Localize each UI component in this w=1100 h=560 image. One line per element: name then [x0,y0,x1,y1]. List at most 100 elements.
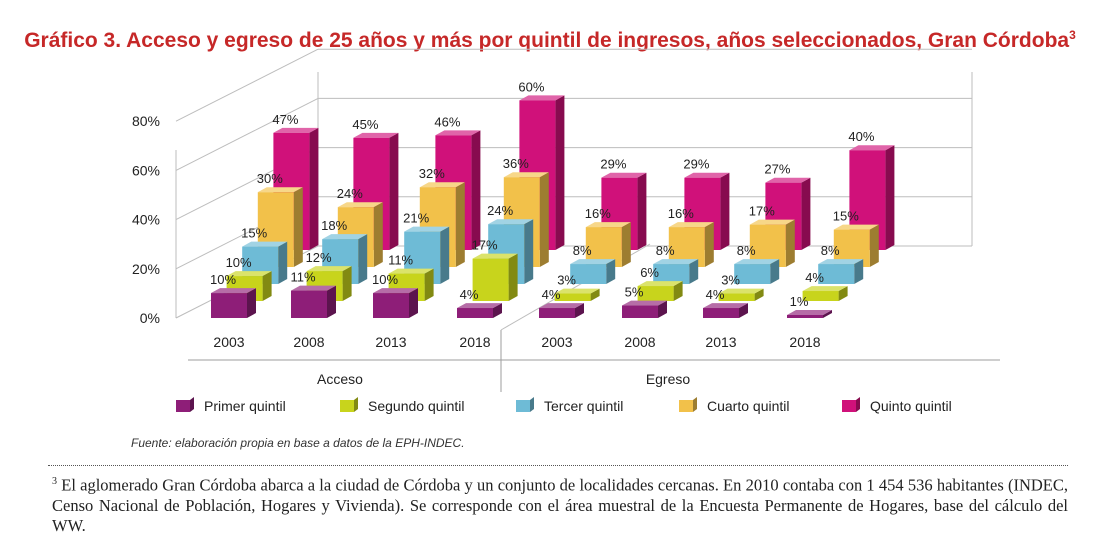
bar-top [703,303,748,309]
bar [718,293,755,301]
bar [787,315,823,318]
bar-side [606,259,616,284]
legend-swatch-side [693,397,697,412]
bar-top [291,285,336,291]
data-label: 16% [668,206,694,221]
data-label: 36% [503,156,529,171]
legend-swatch [340,400,354,412]
data-label: 10% [226,255,252,270]
bar-side [555,95,565,250]
bar-top [306,266,352,272]
data-label: 29% [600,157,626,172]
bar-side [309,127,319,250]
data-label: 3% [721,273,740,288]
bar-side [885,145,895,250]
bar-side [493,303,502,318]
bar-top [373,288,418,294]
bar [291,290,327,318]
data-label: 18% [321,218,347,233]
bar-side [424,268,434,301]
bar-side [278,241,288,284]
bar-side [689,259,699,284]
bar-side [869,224,879,267]
bar-top [570,259,616,265]
data-label: 4% [706,287,725,302]
bar-side [389,132,399,250]
bar-top [353,132,399,138]
legend-swatch-side [856,397,860,412]
bar-side [409,288,418,318]
data-label: 10% [210,272,236,287]
bar-top [554,288,600,294]
x-tick-label: 2008 [293,334,324,350]
bar-chart: 0% 20% 40% 60% 80% 47% 45% 46% 60% 29% 29% 27% 40% 30… [132,48,1000,414]
legend-swatch-side [354,397,358,412]
data-label: 4% [805,270,824,285]
bar-top [273,127,319,133]
bar-top [257,187,303,193]
bar-side [621,222,631,267]
data-label: 30% [257,171,283,186]
legend-swatch [842,400,856,412]
data-label: 11% [290,270,315,285]
bar-top [601,172,647,178]
bar [734,264,771,284]
legend-swatch-side [190,397,194,412]
bar-top [388,268,434,274]
bar-top [668,222,714,228]
legend-label: Primer quintil [204,398,286,414]
grid-line [175,48,319,122]
legend-swatch-side [530,397,534,412]
bar-top [802,286,848,292]
x-tick-label: 2003 [541,334,572,350]
data-label: 27% [764,162,790,177]
bar-side [575,303,584,318]
bar-side [720,172,730,250]
bar-top [322,234,368,240]
y-tick-label: 60% [132,162,160,178]
data-label: 11% [388,253,413,268]
y-tick-label: 40% [132,212,160,228]
data-label: 4% [542,287,561,302]
y-tick-label: 20% [132,261,160,277]
bar-side [854,259,864,284]
data-label: 47% [272,112,298,127]
group-label: Acceso [317,371,363,387]
bar-top [765,177,811,183]
legend-swatch [679,400,693,412]
data-label: 8% [656,243,675,258]
bar-side [739,303,748,318]
bar-top [519,95,565,101]
bar-side [770,259,780,284]
bar [472,258,509,301]
x-tick-label: 2013 [705,334,736,350]
data-label: 29% [683,157,709,172]
x-tick-label: 2013 [375,334,406,350]
footnote: 3 El aglomerado Gran Córdoba abarca a la… [52,475,1069,535]
bar-top [749,219,795,225]
bar-top [585,222,631,228]
data-label: 3% [557,273,576,288]
bar-side [704,222,714,267]
data-label: 8% [821,243,840,258]
data-label: 24% [337,186,363,201]
bar-side [247,288,256,318]
bar [373,293,409,318]
bar [554,293,591,301]
bar-side [801,177,811,250]
bar-top [419,182,465,188]
data-label: 24% [487,203,513,218]
bar [211,293,247,318]
data-label: 15% [241,226,267,241]
data-label: 8% [737,243,756,258]
bar-top [684,172,730,178]
data-label: 16% [585,206,611,221]
data-label: 4% [460,287,479,302]
bar-side [455,182,465,267]
bar-side [785,219,795,267]
bar-top [539,303,584,309]
bar-top [718,288,764,294]
legend-label: Tercer quintil [544,398,623,414]
bar-top [787,310,832,315]
bar-side [637,172,647,250]
